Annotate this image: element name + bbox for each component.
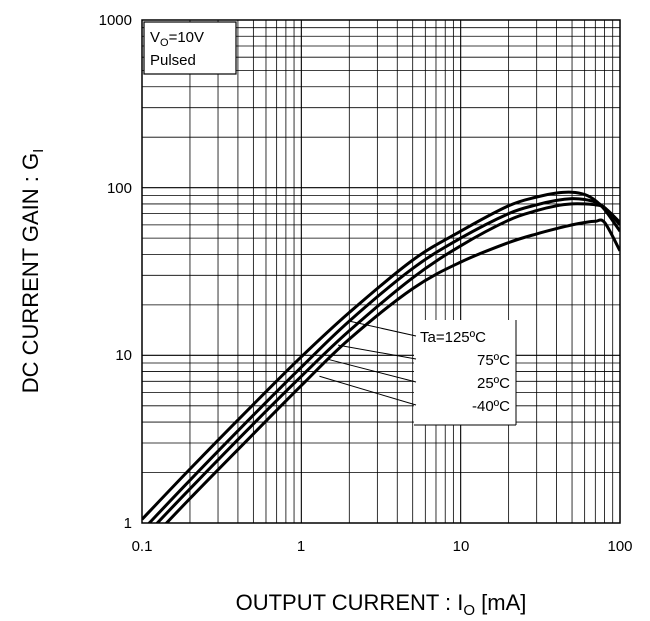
legend-box <box>414 320 516 425</box>
x-tick-label-100: 100 <box>607 538 632 555</box>
legend-label-25c: 25ºC <box>477 375 510 392</box>
legend-leader-ta-minus40c <box>319 375 417 406</box>
legend-leaders <box>319 320 417 406</box>
y-axis-title: DC CURRENT GAIN : GI <box>18 149 47 394</box>
y-tick-label-1: 1 <box>124 515 132 532</box>
legend-leader-ta-125c <box>349 320 417 337</box>
x-tick-label-1: 1 <box>297 538 305 555</box>
x-tick-label-10: 10 <box>453 538 470 555</box>
plot-frame <box>141 19 621 524</box>
y-tick-label-10: 10 <box>115 347 132 364</box>
series-line-ta-25c <box>155 202 620 523</box>
series-line-ta-75c <box>147 197 620 523</box>
conditions-box-frame <box>143 21 237 75</box>
series-lines <box>142 190 620 523</box>
condition-pulsed: Pulsed <box>150 52 196 69</box>
x-axis-title: OUTPUT CURRENT : IO [mA] <box>236 590 527 619</box>
legend-label-75c: 75ºC <box>477 352 510 369</box>
legend-label-minus40c: -40ºC <box>472 398 510 415</box>
grid-lines <box>142 20 620 523</box>
legend-leader-ta-75c <box>337 344 417 360</box>
legend-label-125c: Ta=125ºC <box>420 329 486 346</box>
series-line-ta-minus40c <box>164 218 620 523</box>
y-tick-label-1000: 1000 <box>99 12 132 29</box>
series-line-ta-125c <box>142 190 620 521</box>
y-tick-label-100: 100 <box>107 180 132 197</box>
legend-leader-ta-25c <box>326 358 417 383</box>
x-tick-label-0-1: 0.1 <box>132 538 153 555</box>
condition-vo: VO=10V <box>150 29 204 49</box>
conditions-box: VO=10V Pulsed <box>143 21 237 75</box>
